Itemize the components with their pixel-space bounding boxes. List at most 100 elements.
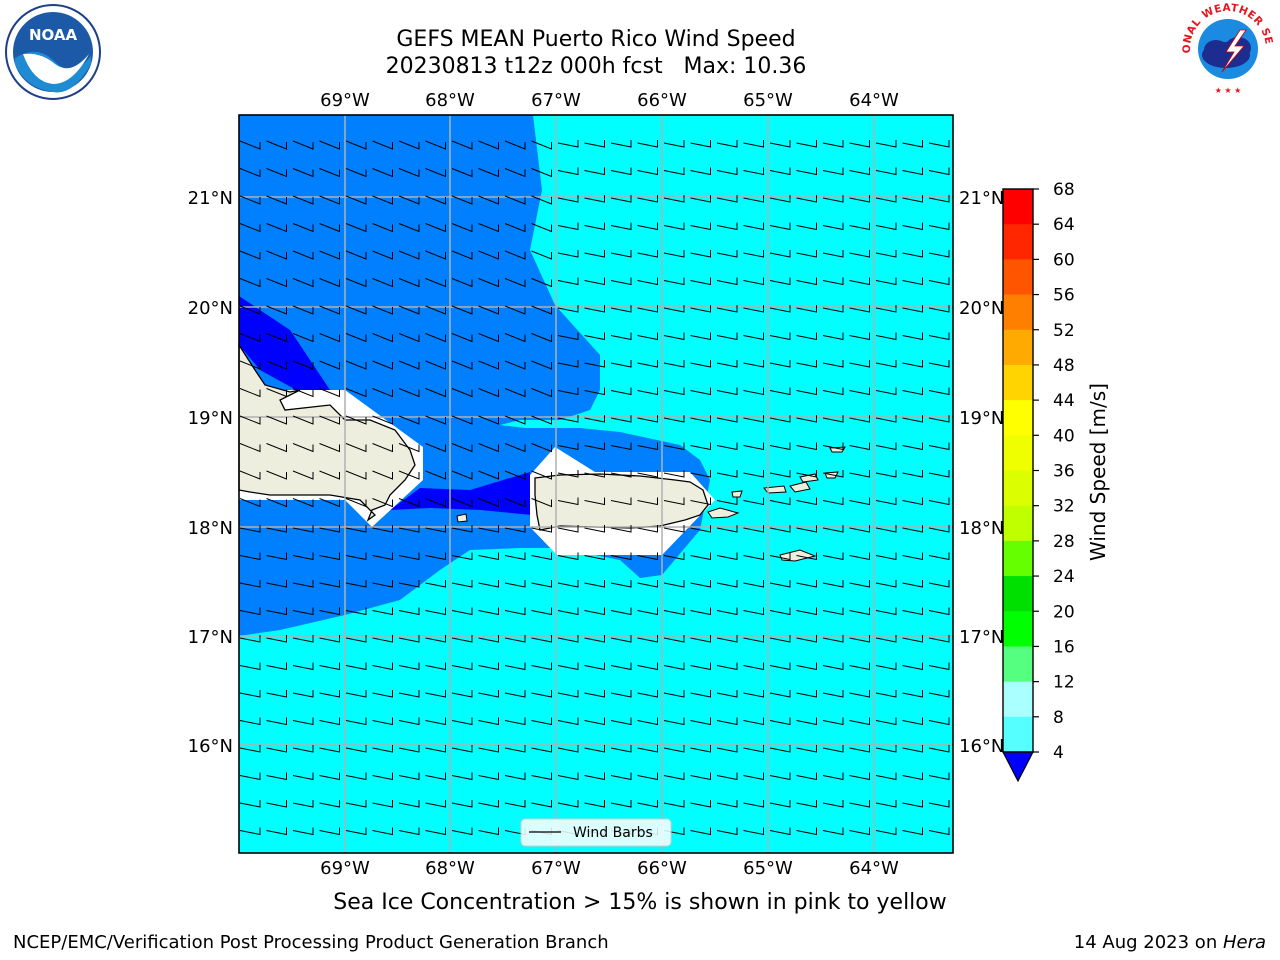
wind-barb <box>584 580 605 588</box>
wind-barb <box>266 470 287 480</box>
wind-barb <box>292 662 314 671</box>
wind-barb <box>319 470 340 480</box>
wind-barb <box>239 662 261 671</box>
wind-barb <box>610 690 632 698</box>
wind-barb <box>849 552 870 561</box>
wind-barb <box>451 525 473 533</box>
wind-barb <box>610 360 632 368</box>
wind-barb <box>345 140 367 150</box>
wind-barb <box>372 278 393 288</box>
wind-barb <box>478 278 499 288</box>
lat-labels-left: 21°N 20°N 19°N 18°N 17°N 16°N <box>188 188 233 757</box>
wind-barb <box>663 497 685 506</box>
wind-barb <box>319 580 340 588</box>
wind-barb <box>239 580 261 588</box>
wind-barb <box>584 800 605 808</box>
wind-barb <box>902 387 923 396</box>
wind-barb <box>345 745 367 753</box>
wind-barb <box>902 305 923 313</box>
wind-barb <box>928 387 950 396</box>
wind-barb <box>610 580 632 588</box>
wind-barb <box>451 580 473 588</box>
wind-barb <box>902 360 923 368</box>
wind-barb <box>663 525 685 533</box>
sea-ice-note: Sea Ice Concentration > 15% is shown in … <box>333 890 947 915</box>
wind-barb <box>372 745 393 753</box>
wind-barb <box>425 662 446 671</box>
wind-barb <box>292 278 314 288</box>
wind-barb <box>398 772 420 781</box>
wind-barb <box>478 305 499 315</box>
wind-barb <box>398 717 420 726</box>
wind-barb <box>902 442 923 451</box>
wind-barb <box>584 222 605 231</box>
wind-barb <box>849 662 870 671</box>
wind-barb <box>637 607 658 616</box>
wind-barb <box>372 195 393 205</box>
wind-barb <box>769 827 791 836</box>
wind-barb <box>319 662 340 671</box>
wind-barb <box>345 552 367 561</box>
colorbar-segment <box>1003 681 1033 718</box>
wind-barb <box>663 662 685 671</box>
wind-barb <box>610 332 632 341</box>
wind-barb <box>398 800 420 808</box>
wind-barb <box>345 168 367 178</box>
wind-barb <box>690 497 711 506</box>
wind-barb <box>716 497 738 506</box>
nws-logo: NATIONAL WEATHER SERVICE ★ ★ ★ <box>1178 0 1274 95</box>
wind-barb <box>822 607 844 616</box>
colorbar-segment <box>1003 646 1033 683</box>
wind-barb <box>743 497 764 506</box>
wind-barb <box>345 333 367 343</box>
colorbar-segment <box>1003 189 1033 225</box>
lon-label-top: 67°W <box>531 90 581 111</box>
wind-barb <box>319 333 340 343</box>
island <box>763 485 787 494</box>
wind-barb <box>319 360 340 370</box>
wind-barb <box>292 360 314 370</box>
wind-barb <box>319 305 340 315</box>
wind-barb <box>875 470 897 478</box>
wind-barb <box>584 167 605 176</box>
wind-barb <box>716 140 738 148</box>
wind-barb <box>292 168 314 178</box>
wind-barb <box>849 387 870 396</box>
wind-barb <box>690 222 711 231</box>
wind-barb <box>663 360 685 368</box>
wind-barb <box>584 360 605 368</box>
wind-barb <box>451 223 473 233</box>
wind-barb <box>372 168 393 178</box>
wind-barb <box>875 772 897 781</box>
wind-barb <box>451 168 473 178</box>
wind-barb <box>769 772 791 781</box>
wind-barb <box>398 745 420 753</box>
wind-barb <box>425 250 446 260</box>
wind-barb <box>875 277 897 286</box>
map-panel: Wind Barbs <box>238 114 954 854</box>
wind-barb <box>584 772 605 781</box>
wind-barb <box>796 690 817 698</box>
wind-barb <box>451 662 473 671</box>
wind-barb <box>319 772 340 781</box>
wind-barb <box>504 690 526 698</box>
wind-barb <box>849 690 870 698</box>
wind-barb <box>902 222 923 231</box>
wind-barb <box>319 498 340 508</box>
wind-barb <box>292 800 314 808</box>
wind-barb <box>398 635 420 643</box>
wind-barb <box>928 360 950 368</box>
wind-barb <box>398 250 420 260</box>
wind-barb <box>849 222 870 231</box>
colorbar-segment <box>1003 224 1033 260</box>
wind-barb <box>928 497 950 506</box>
footer-machine: Hera <box>1222 932 1266 953</box>
wind-barb <box>716 607 738 616</box>
wind-barb <box>584 635 605 643</box>
wind-barb <box>769 470 791 478</box>
wind-barb <box>266 415 287 425</box>
wind-barb <box>504 800 526 808</box>
colorbar-tick: 32 <box>1053 497 1075 517</box>
footer-date: 14 Aug 2023 on Hera <box>1074 932 1266 953</box>
wind-barb <box>504 195 526 205</box>
